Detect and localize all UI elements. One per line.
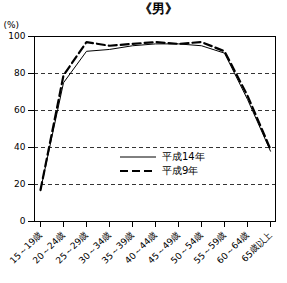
svg-text:15～19歳: 15～19歳 (8, 229, 44, 266)
html-text:《男》: 《男》 (139, 1, 178, 16)
svg-text:(%): (%) (4, 20, 20, 30)
svg-text:60～64歳: 60～64歳 (215, 229, 251, 266)
svg-text:100: 100 (8, 31, 25, 41)
svg-text:80: 80 (14, 68, 26, 78)
svg-text:35～39歳: 35～39歳 (100, 229, 136, 266)
svg-text:65歳以上: 65歳以上 (240, 230, 274, 264)
svg-text:60: 60 (14, 105, 26, 115)
svg-text:30～34歳: 30～34歳 (77, 229, 113, 266)
svg-text:40: 40 (14, 142, 26, 152)
svg-text:40～44歳: 40～44歳 (123, 229, 159, 266)
html-text:平成9年: 平成9年 (162, 165, 199, 176)
svg-text:45～49歳: 45～49歳 (146, 229, 182, 266)
svg-text:25～29歳: 25～29歳 (54, 229, 90, 266)
svg-text:0: 0 (20, 216, 26, 226)
svg-text:20: 20 (14, 179, 26, 189)
svg-text:20～24歳: 20～24歳 (31, 229, 67, 266)
svg-text:50～54歳: 50～54歳 (169, 229, 205, 266)
svg-text:55～59歳: 55～59歳 (192, 229, 228, 266)
html-text:平成14年: 平成14年 (162, 151, 205, 162)
